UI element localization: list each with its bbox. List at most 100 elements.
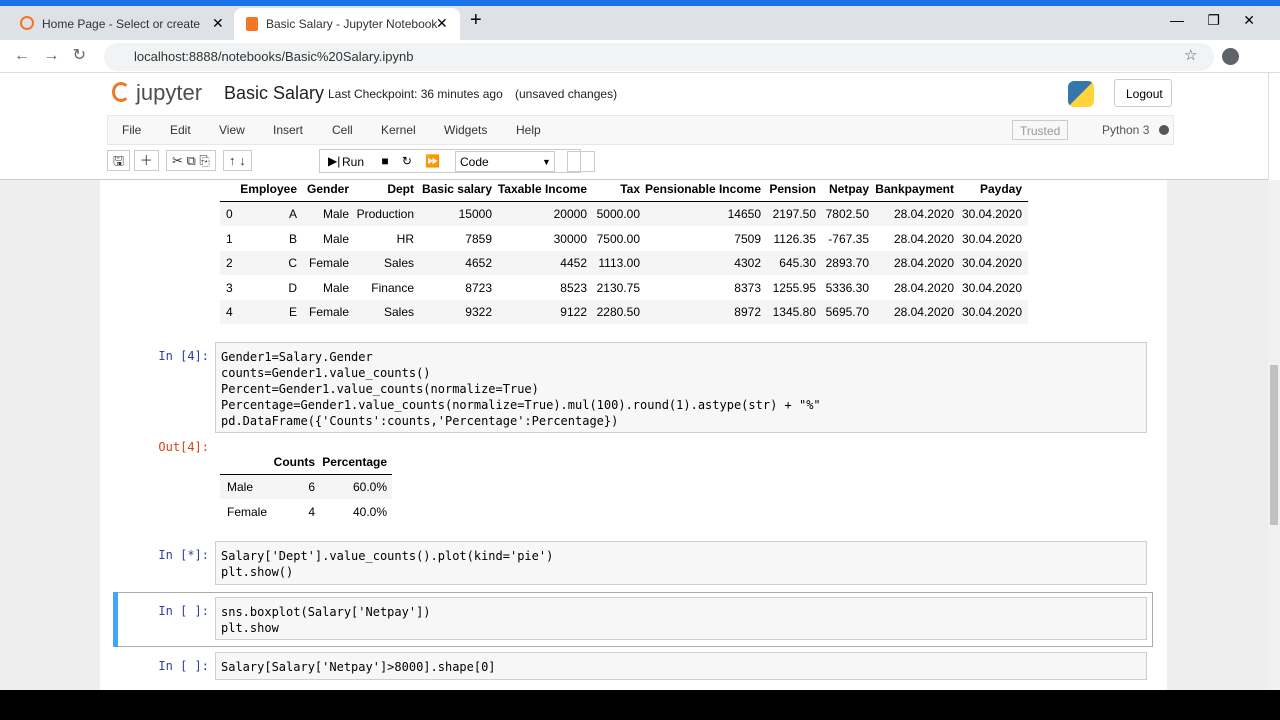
row-stripe bbox=[220, 251, 1028, 275]
tab-active[interactable]: Basic Salary - Jupyter Notebook ✕ bbox=[234, 8, 460, 40]
window-controls[interactable]: — ❐ ✕ bbox=[1170, 12, 1255, 28]
title-strip bbox=[0, 0, 1280, 6]
row-stripe bbox=[220, 300, 1028, 324]
table-cell: 1113.00 bbox=[598, 256, 640, 270]
row-index: 4 bbox=[226, 305, 233, 319]
cell-type-select[interactable]: Code ▼ bbox=[455, 151, 555, 172]
table-cell: HR bbox=[396, 231, 414, 246]
in-prompt: In [*]: bbox=[158, 548, 209, 562]
table-cell: 7859 bbox=[465, 231, 492, 246]
menu-item[interactable]: Edit bbox=[170, 123, 191, 137]
close[interactable]: ✕ bbox=[436, 15, 448, 31]
table-cell: 4652 bbox=[465, 256, 492, 270]
table-cell: 7802.50 bbox=[825, 207, 869, 221]
table-cell: 9322 bbox=[465, 305, 492, 319]
notebook-name[interactable]: Basic Salary bbox=[224, 83, 325, 103]
table-cell: 30.04.2020 bbox=[961, 256, 1022, 270]
nav-buttons[interactable]: ← → ↻ bbox=[14, 47, 87, 64]
toolbar-icons[interactable]: 🖫 ＋ ✂ ⧉ ⎘ ↑ ↓ bbox=[107, 149, 252, 173]
omnibox[interactable]: localhost:8888/notebooks/Basic%20Salary.… bbox=[104, 43, 1214, 71]
table-cell: 2197.50 bbox=[772, 207, 816, 221]
column-header: Pensionable Income bbox=[644, 182, 761, 196]
table-cell: Male bbox=[322, 280, 349, 295]
menu-item[interactable]: Cell bbox=[332, 123, 353, 137]
menu-item[interactable]: Kernel bbox=[381, 123, 416, 137]
menu-item[interactable]: File bbox=[122, 123, 142, 137]
jupyter-header: jupyter Basic Salary Last Checkpoint: 36… bbox=[0, 73, 1268, 180]
menu-item[interactable]: Insert bbox=[273, 123, 304, 137]
side-strip bbox=[1268, 73, 1280, 180]
row-index: 3 bbox=[226, 280, 233, 295]
logout-button[interactable]: Logout bbox=[1114, 79, 1172, 107]
code-cell[interactable]: Salary[Salary['Netpay']>8000].shape[0] bbox=[215, 652, 1147, 680]
row-index: 0 bbox=[226, 207, 233, 221]
menu-item[interactable]: Widgets bbox=[444, 123, 488, 137]
kernel-busy bbox=[1159, 125, 1169, 135]
row-stripe bbox=[220, 475, 392, 499]
out-prompt: Out[4]: bbox=[158, 440, 209, 454]
table-cell: 5000.00 bbox=[596, 207, 640, 221]
table-cell: 7500.00 bbox=[596, 231, 640, 246]
in-prompt: In [ ]: bbox=[158, 659, 209, 673]
notebook-container: Employee Gender Dept Basic salary Taxable In… bbox=[100, 180, 1167, 690]
selected-bar bbox=[113, 592, 118, 647]
table-cell: 8972 bbox=[734, 305, 761, 319]
header-rule bbox=[220, 474, 392, 475]
table-cell: 30.04.2020 bbox=[961, 305, 1022, 319]
row-index: Female bbox=[227, 505, 268, 519]
menu-item[interactable]: View bbox=[219, 123, 245, 137]
code-line: counts=Gender1.value_counts() bbox=[221, 366, 431, 380]
run-controls: ■ ↻ ⏩ bbox=[378, 154, 441, 168]
tab[interactable]: Home Page - Select or create a n ✕ bbox=[8, 8, 232, 40]
keyboard-button[interactable] bbox=[567, 151, 595, 172]
table-cell: 20000 bbox=[553, 207, 587, 221]
logout-label: Logout bbox=[1126, 87, 1163, 101]
table-cell: 2893.70 bbox=[825, 256, 869, 270]
table-cell: 5695.70 bbox=[825, 305, 869, 319]
logo[interactable]: jupyter bbox=[136, 80, 203, 105]
table-cell: 30000 bbox=[553, 231, 587, 246]
table-cell: 8373 bbox=[734, 280, 761, 295]
python-logo bbox=[1068, 81, 1094, 107]
table-cell: Sales bbox=[383, 305, 414, 319]
menu-item[interactable]: Help bbox=[516, 123, 541, 137]
table-cell: 1255.95 bbox=[772, 280, 816, 295]
column-header: Gender bbox=[306, 182, 349, 196]
table-cell: 8723 bbox=[465, 280, 492, 295]
column-header: Tax bbox=[620, 182, 640, 196]
table-cell: Sales bbox=[383, 256, 414, 270]
address-bar: ← → ↻ localhost:8888/notebooks/Basic%20S… bbox=[0, 40, 1280, 73]
code-cell[interactable]: Salary['Dept'].value_counts().plot(kind=… bbox=[215, 541, 1147, 585]
table-cell: 28.04.2020 bbox=[893, 207, 954, 221]
table-cell: 30.04.2020 bbox=[961, 231, 1022, 246]
bookmark[interactable]: ☆ bbox=[1184, 47, 1198, 64]
new-tab[interactable]: + bbox=[470, 9, 482, 31]
column-header: Dept bbox=[387, 182, 414, 196]
table-cell: 28.04.2020 bbox=[893, 256, 954, 270]
trusted-badge[interactable]: Trusted bbox=[1012, 120, 1068, 140]
table-cell: Finance bbox=[371, 280, 414, 295]
row-index: 1 bbox=[226, 231, 233, 246]
table-cell: 30.04.2020 bbox=[961, 280, 1022, 295]
table-cell: -767.35 bbox=[828, 231, 869, 246]
table-cell: 8523 bbox=[560, 280, 587, 295]
code-line: Salary[Salary['Netpay']>8000].shape[0] bbox=[221, 660, 496, 674]
run-icon: ▶| bbox=[328, 154, 341, 168]
close[interactable]: ✕ bbox=[212, 15, 224, 31]
scroll-thumb[interactable] bbox=[1270, 365, 1278, 525]
table-cell: Female bbox=[308, 256, 349, 270]
scrollbar[interactable] bbox=[1268, 180, 1280, 690]
row-index: 2 bbox=[226, 256, 233, 270]
profile[interactable] bbox=[1222, 48, 1239, 65]
table-cell: 645.30 bbox=[779, 256, 816, 270]
column-header: Employee bbox=[240, 182, 297, 196]
run-group[interactable]: ▶| Run ■ ↻ ⏩ bbox=[319, 149, 581, 173]
code-cell[interactable]: sns.boxplot(Salary['Netpay']) plt.show bbox=[215, 597, 1147, 640]
code-cell[interactable]: Gender1=Salary.Gender counts=Gender1.valu… bbox=[215, 342, 1147, 433]
table-cell: A bbox=[288, 207, 297, 221]
table-cell: 28.04.2020 bbox=[893, 231, 954, 246]
dropdown-arrow: ▼ bbox=[542, 157, 551, 167]
kernel-name: Python 3 bbox=[1102, 123, 1150, 137]
table-cell: 9122 bbox=[560, 305, 587, 319]
